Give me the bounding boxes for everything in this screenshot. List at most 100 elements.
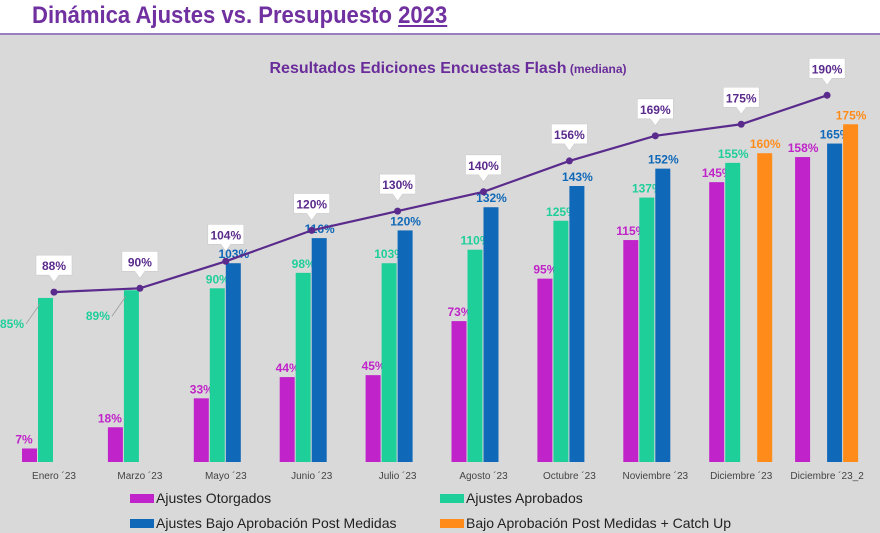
data-label: 110% xyxy=(460,234,490,248)
bar-1-5 xyxy=(467,249,483,462)
line-point-3 xyxy=(308,226,316,234)
callout-box-1 xyxy=(121,251,159,279)
bar-0-2 xyxy=(193,398,209,462)
line-label: 104% xyxy=(210,228,241,242)
line-point-1 xyxy=(136,284,144,292)
line-label: 190% xyxy=(812,62,843,76)
legend-label: Ajustes Otorgados xyxy=(156,490,272,506)
legend-label: Bajo Aprobación Post Medidas + Catch Up xyxy=(466,515,731,531)
line-label: 140% xyxy=(468,159,499,173)
data-label: 155% xyxy=(718,147,749,161)
x-tick-label: Octubre ´23 xyxy=(543,470,596,482)
data-label: 7% xyxy=(15,432,33,446)
x-tick-label: Diciembre ´23 xyxy=(710,470,773,482)
bar-0-3 xyxy=(279,377,295,462)
line-label: 90% xyxy=(128,255,152,269)
bar-2-7 xyxy=(655,168,671,462)
callout-box-4 xyxy=(379,173,416,202)
line-point-2 xyxy=(222,257,230,265)
data-label: 125% xyxy=(546,205,577,219)
callout-box-0 xyxy=(35,254,73,283)
bar-1-3 xyxy=(295,272,311,462)
legend-label: Ajustes Bajo Aprobación Post Medidas xyxy=(156,515,397,531)
line-point-8 xyxy=(737,120,745,128)
line-label: 169% xyxy=(640,103,671,117)
data-label: 175% xyxy=(836,108,867,122)
legend-item: Bajo Aprobación Post Medidas + Catch Up xyxy=(440,515,731,531)
data-label: 115% xyxy=(616,224,646,238)
callout-box-3 xyxy=(293,193,330,221)
data-label: 45% xyxy=(362,359,386,373)
bar-3-9 xyxy=(843,124,859,462)
bar-3-8 xyxy=(757,153,773,462)
data-label: 137% xyxy=(632,182,663,196)
line-point-6 xyxy=(565,157,573,165)
bar-2-9 xyxy=(827,143,843,463)
trend-line xyxy=(53,94,828,294)
line-label: 175% xyxy=(726,91,757,105)
data-label: 98% xyxy=(292,257,316,271)
legend-swatch xyxy=(440,493,464,503)
data-label: 145% xyxy=(702,166,733,180)
data-label: 120% xyxy=(390,214,421,228)
data-label: 90% xyxy=(206,272,230,286)
bar-0-6 xyxy=(537,278,553,462)
callout-box-6 xyxy=(551,123,588,152)
bar-2-5 xyxy=(483,207,499,462)
bar-0-4 xyxy=(365,375,381,462)
data-label: 44% xyxy=(276,361,300,375)
data-label: 89% xyxy=(86,309,110,323)
bar-1-2 xyxy=(209,288,225,462)
data-label: 158% xyxy=(788,141,819,155)
bar-1-1 xyxy=(123,290,139,462)
bar-2-6 xyxy=(569,186,585,462)
line-point-7 xyxy=(651,132,659,140)
x-tick-label: Enero ´23 xyxy=(32,470,76,482)
data-label: 103% xyxy=(374,247,405,261)
legend-label: Ajustes Aprobados xyxy=(466,490,583,506)
line-label: 130% xyxy=(382,178,413,192)
bar-0-1 xyxy=(107,427,123,462)
bar-0-0 xyxy=(22,448,37,462)
header: Dinámica Ajustes vs. Presupuesto 2023 xyxy=(0,0,880,35)
chart-title: Resultados Ediciones Encuestas Flash (me… xyxy=(270,60,627,77)
legend-item: Ajustes Otorgados xyxy=(130,490,271,506)
x-tick-label: Junio ´23 xyxy=(291,470,333,482)
bar-1-6 xyxy=(553,220,569,462)
line-point-0 xyxy=(50,288,58,296)
callout-box-7 xyxy=(637,98,674,127)
x-tick-label: Mayo ´23 xyxy=(205,470,247,482)
line-label: 156% xyxy=(554,128,585,142)
bar-2-4 xyxy=(397,230,413,462)
leader-line-1 xyxy=(111,296,127,317)
bar-1-4 xyxy=(381,263,397,462)
legend-item: Ajustes Bajo Aprobación Post Medidas xyxy=(130,515,396,531)
title-text: Dinámica Ajustes vs. Presupuesto xyxy=(32,2,392,29)
data-label: 152% xyxy=(648,153,679,167)
data-label: 85% xyxy=(0,317,24,331)
legend-swatch xyxy=(130,493,154,503)
callout-box-8 xyxy=(722,86,760,115)
bar-0-7 xyxy=(623,240,639,462)
line-label: 120% xyxy=(296,197,327,211)
data-label: 165% xyxy=(820,128,851,142)
bar-1-8 xyxy=(725,162,741,462)
bar-1-0 xyxy=(38,297,53,462)
callout-box-5 xyxy=(465,154,502,183)
x-tick-label: Marzo ´23 xyxy=(117,470,162,482)
bar-2-3 xyxy=(311,238,327,462)
page-title: Dinámica Ajustes vs. Presupuesto 2023 xyxy=(32,2,447,30)
legend-item: Ajustes Aprobados xyxy=(440,490,583,506)
x-tick-label: Diciembre ´23_2 xyxy=(790,470,864,482)
line-point-4 xyxy=(394,207,402,215)
x-tick-label: Noviembre ´23 xyxy=(623,470,689,482)
data-label: 33% xyxy=(190,382,214,396)
bar-0-8 xyxy=(709,182,725,462)
callout-box-9 xyxy=(808,58,846,86)
data-label: 73% xyxy=(447,305,471,319)
bar-2-2 xyxy=(225,263,241,462)
line-point-9 xyxy=(823,91,831,99)
data-label: 143% xyxy=(562,170,593,184)
data-label: 160% xyxy=(750,137,781,151)
